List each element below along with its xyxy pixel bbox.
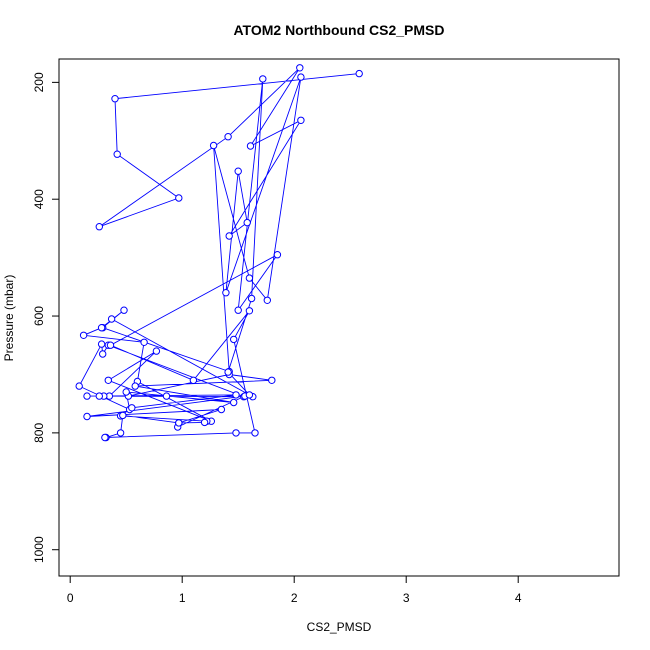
data-point-0-55 [175,419,183,427]
x-tick-label-2: 2 [291,591,298,605]
data-point-0-54 [217,405,226,414]
data-point-0-68 [259,75,267,83]
data-point-0-57 [116,429,125,437]
data-point-0-39 [97,340,106,348]
data-point-0-0 [355,69,363,78]
data-point-0-13 [297,73,305,81]
data-point-0-71 [245,391,254,399]
data-point-0-20 [97,324,106,332]
data-point-0-26 [152,347,161,355]
y-tick-label-0: 200 [32,72,46,92]
data-point-0-56 [119,411,127,420]
x-tick-label-4: 4 [515,591,522,605]
data-point-0-6 [296,64,304,72]
axes: 0 1 2 3 4 200 400 600 800 1000 [32,72,522,605]
data-point-0-7 [246,142,255,150]
data-point-0-19 [120,306,128,314]
data-point-0-25 [104,376,113,384]
data-point-0-15 [245,274,254,282]
plot-frame [58,58,620,577]
data-point-0-63 [245,307,254,315]
data-point-0-70 [224,368,232,376]
data-point-0-59 [101,433,109,442]
data-point-0-46 [128,404,136,412]
x-axis-label: CS2_PMSD [307,620,372,634]
data-point-0-4 [95,223,104,231]
data-point-0-34 [131,382,139,390]
x-tick-label-0: 0 [67,591,74,605]
data-point-0-38 [75,382,83,390]
data-point-0-30 [83,392,91,400]
data-point-0-21 [79,331,88,339]
data-point-0-16 [209,141,218,150]
data-point-0-9 [225,232,233,240]
chart-title: ATOM2 Northbound CS2_PMSD [233,22,444,38]
data-point-0-35 [230,398,238,407]
data-point-0-33 [268,376,276,384]
data-point-0-14 [263,296,271,304]
data-point-0-69 [247,294,256,303]
y-tick-label-2: 600 [32,306,46,326]
data-point-0-62 [230,335,238,344]
data-point-0-2 [113,150,121,158]
data-point-0-66 [273,251,282,259]
y-axis-label: Pressure (mbar) [2,275,16,362]
y-tick-label-4: 1000 [32,536,46,563]
data-point-0-29 [162,392,171,400]
y-tick-label-3: 800 [32,423,46,443]
data-point-0-60 [232,429,240,437]
data-point-0-53 [83,412,91,421]
x-tick-label-1: 1 [179,591,186,605]
x-tick-label-3: 3 [403,591,410,605]
data-point-0-72 [107,315,116,323]
data-point-0-65 [106,341,115,349]
data-point-0-61 [251,429,259,437]
data-point-0-67 [234,306,242,314]
data-point-0-11 [234,167,242,175]
data-point-0-36 [122,388,130,396]
data-point-0-22 [140,338,148,346]
data-series [75,64,363,442]
data-point-0-49 [200,418,209,427]
data-point-0-64 [189,376,198,384]
data-point-0-44 [95,392,104,400]
y-tick-label-1: 400 [32,189,46,209]
data-point-0-5 [224,133,232,141]
series-line-0 [78,67,360,438]
data-point-0-1 [111,95,119,103]
data-point-0-12 [222,289,230,297]
data-point-0-10 [243,218,251,227]
data-point-0-3 [175,194,183,202]
data-point-0-40 [99,350,107,358]
data-point-0-45 [232,391,240,399]
data-point-0-8 [297,116,305,125]
